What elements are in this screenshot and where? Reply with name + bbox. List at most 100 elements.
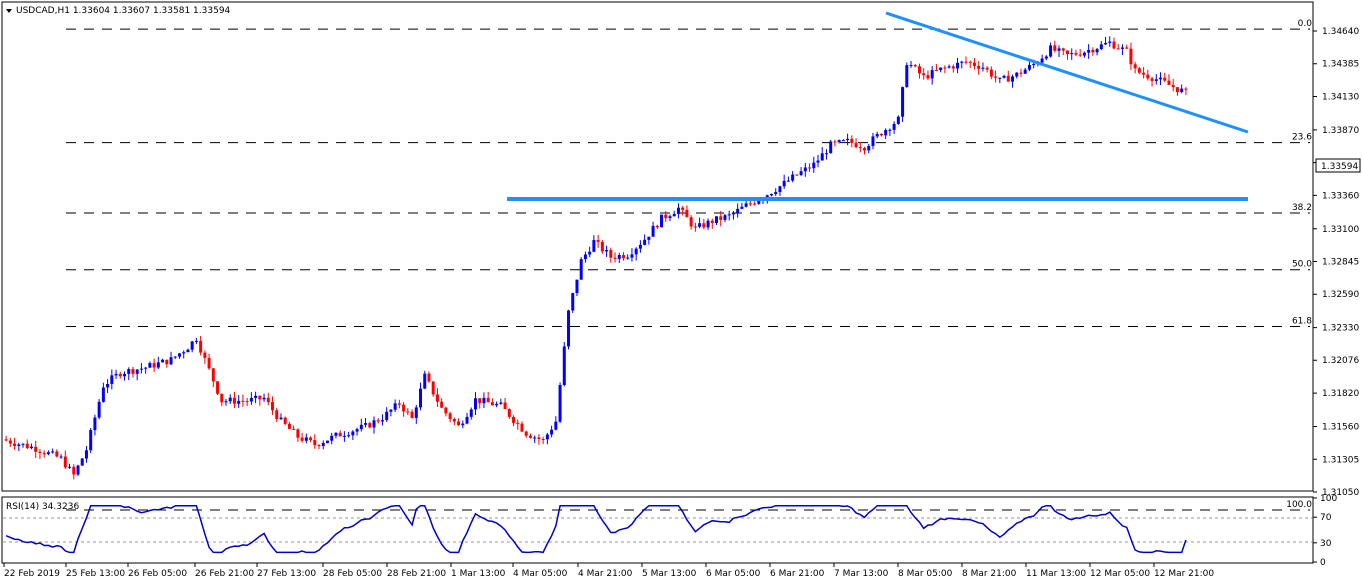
candle-body: [748, 203, 752, 205]
candle-body: [782, 180, 786, 187]
candle-body: [110, 375, 114, 384]
candle-body: [271, 402, 275, 411]
price-tick-label: 1.33100: [1322, 225, 1359, 235]
candle-body: [152, 363, 156, 368]
candle-body: [545, 434, 549, 440]
candle-body: [258, 395, 262, 400]
candle-body: [76, 465, 80, 475]
candle-body: [930, 70, 934, 79]
candle-body: [524, 431, 528, 436]
candle-body: [101, 387, 105, 402]
candle-body: [1180, 88, 1184, 93]
candle-body: [169, 357, 173, 365]
candle-body: [21, 443, 25, 445]
candle-body: [448, 413, 452, 419]
candle-body: [279, 417, 283, 420]
candle-body: [1074, 53, 1078, 55]
candle-body: [444, 407, 448, 414]
candle-body: [1082, 52, 1086, 56]
candle-body: [753, 203, 757, 205]
candle-body: [858, 147, 862, 149]
candle-body: [727, 214, 731, 216]
candle-body: [220, 393, 224, 403]
candle-body: [1032, 64, 1036, 66]
candle-body: [419, 388, 423, 408]
candle-body: [972, 62, 976, 66]
time-tick-label: 7 Mar 13:00: [834, 569, 889, 579]
candle-body: [841, 140, 845, 142]
main-panel: 0.0 23.6 38.2 50.0 61.8 100.0 USDCAD,H1 1.336…: [1, 1, 1314, 511]
price-tick-label: 1.31820: [1322, 389, 1359, 399]
time-tick-label: 1 Mar 13:00: [451, 569, 506, 579]
candle-body: [621, 255, 625, 259]
candle-body: [909, 65, 913, 67]
time-tick-label: 26 Feb 05:00: [128, 569, 187, 579]
candle-body: [706, 220, 710, 228]
candle-body: [144, 367, 148, 369]
candle-body: [913, 65, 917, 67]
price-tick-label: 1.32076: [1322, 356, 1359, 366]
candle-body: [989, 69, 993, 77]
candle-body: [4, 439, 8, 441]
fib-level-label: 0.0: [1298, 19, 1313, 29]
candle-body: [325, 440, 329, 443]
candle-body: [55, 451, 59, 457]
symbol-header: USDCAD,H1 1.33604 1.33607 1.33581 1.3359…: [16, 6, 231, 16]
candle-body: [241, 400, 245, 402]
candle-body: [338, 432, 342, 437]
price-tick-label: 1.31050: [1322, 488, 1359, 498]
candle-body: [1099, 44, 1103, 49]
candle-body: [1040, 58, 1044, 63]
candle-body: [685, 209, 689, 218]
time-axis: 22 Feb 2019 25 Feb 13:00 26 Feb 05:00 26 Fe…: [3, 563, 1214, 579]
candle-body: [605, 250, 609, 252]
candle-body: [1125, 47, 1129, 49]
candle-body: [926, 75, 930, 79]
candle-body: [791, 174, 795, 181]
candle-body: [702, 223, 706, 228]
candle-body: [693, 226, 697, 228]
candle-body: [304, 437, 308, 441]
candle-body: [854, 142, 858, 148]
candle-body: [676, 207, 680, 214]
candle-body: [410, 411, 414, 418]
candle-body: [939, 67, 943, 71]
candle-body: [1137, 68, 1141, 73]
price-tick-label: 1.31305: [1322, 455, 1359, 465]
candle-body: [634, 248, 638, 255]
candle-body: [89, 430, 93, 451]
candle-body: [156, 362, 160, 368]
candle-body: [457, 421, 461, 426]
candle-body: [1011, 76, 1015, 82]
candle-body: [1112, 41, 1116, 49]
candle-body: [406, 411, 410, 413]
candle-body: [482, 397, 486, 404]
candle-body: [837, 140, 841, 143]
candle-body: [537, 437, 541, 440]
candle-body: [567, 310, 571, 347]
time-tick-label: 5 Mar 13:00: [642, 569, 697, 579]
time-tick-label: 8 Mar 21:00: [962, 569, 1017, 579]
candle-body: [867, 145, 871, 151]
main-panel-frame: [1, 1, 1314, 492]
candle-body: [177, 353, 181, 357]
candle-body: [414, 407, 418, 418]
candle-body: [626, 257, 630, 259]
candle-body: [173, 356, 177, 358]
candle-body: [249, 397, 253, 402]
candle-body: [871, 136, 875, 146]
dropdown-triangle-icon[interactable]: [6, 9, 12, 13]
candle-body: [296, 429, 300, 438]
candle-body: [440, 401, 444, 408]
candle-body: [84, 450, 88, 459]
candle-body: [613, 257, 617, 259]
candle-body: [715, 216, 719, 223]
candle-body: [254, 395, 258, 398]
candle-body: [905, 65, 909, 88]
time-tick-label: 11 Mar 13:00: [1026, 569, 1086, 579]
candle-body: [232, 397, 236, 404]
candle-body: [1027, 64, 1031, 70]
candle-body: [182, 352, 186, 354]
time-tick-label: 4 Mar 21:00: [578, 569, 633, 579]
candle-body: [562, 346, 566, 386]
